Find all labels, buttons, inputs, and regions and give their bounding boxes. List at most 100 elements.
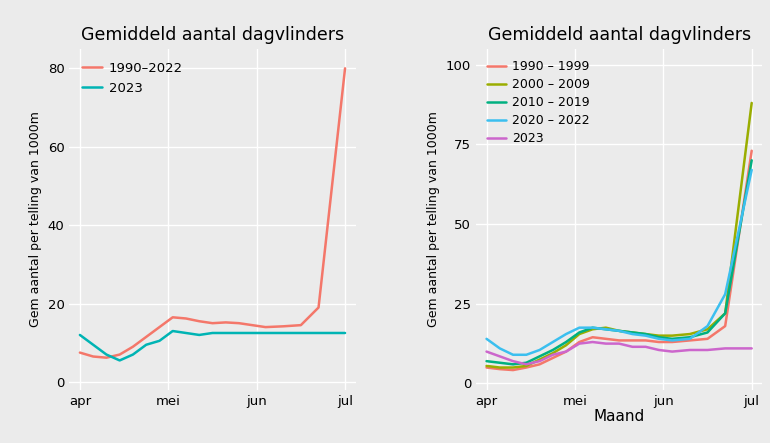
Line: 2023: 2023 (80, 331, 345, 361)
1990 – 1999 (574, 339, 584, 345)
1990–2022 (248, 323, 257, 328)
1990–2022 (142, 334, 151, 340)
Line: 1990–2022: 1990–2022 (80, 68, 345, 358)
2023 (234, 330, 243, 336)
2000 – 2009 (522, 363, 531, 369)
2020 – 2022 (614, 328, 624, 334)
2020 – 2022 (548, 339, 557, 345)
1990–2022 (296, 323, 306, 328)
2020 – 2022 (495, 346, 504, 351)
2023 (340, 330, 350, 336)
Legend: 1990–2022, 2023: 1990–2022, 2023 (76, 55, 189, 101)
2023 (75, 332, 85, 338)
1990 – 1999 (668, 339, 677, 345)
2023 (588, 339, 598, 345)
1990–2022 (314, 305, 323, 310)
Line: 1990 – 1999: 1990 – 1999 (487, 151, 752, 370)
2023 (155, 338, 164, 343)
2010 – 2019 (561, 339, 571, 345)
2023 (221, 330, 230, 336)
2023 (628, 344, 637, 350)
Y-axis label: Gem aantal per telling van 1000m: Gem aantal per telling van 1000m (29, 111, 42, 327)
Line: 2020 – 2022: 2020 – 2022 (487, 170, 752, 355)
2010 – 2019 (601, 326, 611, 332)
1990 – 1999 (561, 349, 571, 354)
2010 – 2019 (641, 331, 650, 337)
2023 (522, 361, 531, 367)
2023 (248, 330, 257, 336)
1990–2022 (89, 354, 98, 359)
2000 – 2009 (548, 350, 557, 356)
1990 – 1999 (614, 338, 624, 343)
2010 – 2019 (703, 330, 712, 335)
2023 (182, 330, 191, 336)
2010 – 2019 (522, 360, 531, 365)
Line: 2023: 2023 (487, 342, 752, 364)
2023 (747, 346, 756, 351)
1990 – 1999 (747, 148, 756, 153)
2023 (208, 330, 217, 336)
Line: 2000 – 2009: 2000 – 2009 (487, 103, 752, 368)
2010 – 2019 (574, 330, 584, 335)
1990 – 1999 (522, 365, 531, 370)
2000 – 2009 (668, 333, 677, 338)
2000 – 2009 (685, 331, 695, 337)
1990–2022 (102, 355, 111, 360)
2020 – 2022 (535, 347, 544, 353)
Legend: 1990 – 1999, 2000 – 2009, 2010 – 2019, 2020 – 2022, 2023: 1990 – 1999, 2000 – 2009, 2010 – 2019, 2… (482, 55, 595, 150)
2020 – 2022 (508, 352, 517, 358)
2020 – 2022 (747, 167, 756, 172)
2020 – 2022 (588, 325, 598, 330)
2023 (279, 330, 288, 336)
1990 – 1999 (654, 339, 664, 345)
2010 – 2019 (508, 361, 517, 367)
Title: Gemiddeld aantal dagvlinders: Gemiddeld aantal dagvlinders (81, 27, 344, 44)
2023 (482, 349, 491, 354)
2010 – 2019 (495, 360, 504, 365)
1990 – 1999 (508, 367, 517, 373)
2023 (654, 347, 664, 353)
1990–2022 (168, 315, 177, 320)
2023 (535, 358, 544, 364)
1990–2022 (261, 324, 270, 330)
2000 – 2009 (508, 365, 517, 370)
2023 (195, 332, 204, 338)
1990 – 1999 (548, 355, 557, 361)
1990–2022 (340, 66, 350, 71)
1990–2022 (195, 319, 204, 324)
2020 – 2022 (561, 331, 571, 337)
2000 – 2009 (561, 342, 571, 348)
2020 – 2022 (654, 336, 664, 342)
X-axis label: Maand: Maand (594, 409, 644, 424)
2023 (168, 328, 177, 334)
2023 (314, 330, 323, 336)
2023 (89, 342, 98, 347)
2023 (261, 330, 270, 336)
2010 – 2019 (685, 334, 695, 340)
2010 – 2019 (614, 328, 624, 334)
2023 (115, 358, 124, 363)
2020 – 2022 (574, 325, 584, 330)
2000 – 2009 (601, 325, 611, 330)
2023 (641, 344, 650, 350)
1990–2022 (155, 324, 164, 330)
2020 – 2022 (703, 323, 712, 329)
1990–2022 (182, 316, 191, 321)
1990 – 1999 (628, 338, 637, 343)
2000 – 2009 (628, 330, 637, 335)
2010 – 2019 (548, 347, 557, 353)
1990–2022 (279, 324, 288, 329)
2023 (574, 341, 584, 346)
1990 – 1999 (685, 338, 695, 343)
1990 – 1999 (588, 334, 598, 340)
2020 – 2022 (668, 338, 677, 343)
2000 – 2009 (495, 365, 504, 370)
2023 (548, 352, 557, 358)
2023 (703, 347, 712, 353)
2000 – 2009 (614, 328, 624, 334)
2020 – 2022 (482, 336, 491, 342)
1990 – 1999 (641, 338, 650, 343)
1990–2022 (115, 352, 124, 357)
2023 (561, 349, 571, 354)
1990–2022 (75, 350, 85, 355)
